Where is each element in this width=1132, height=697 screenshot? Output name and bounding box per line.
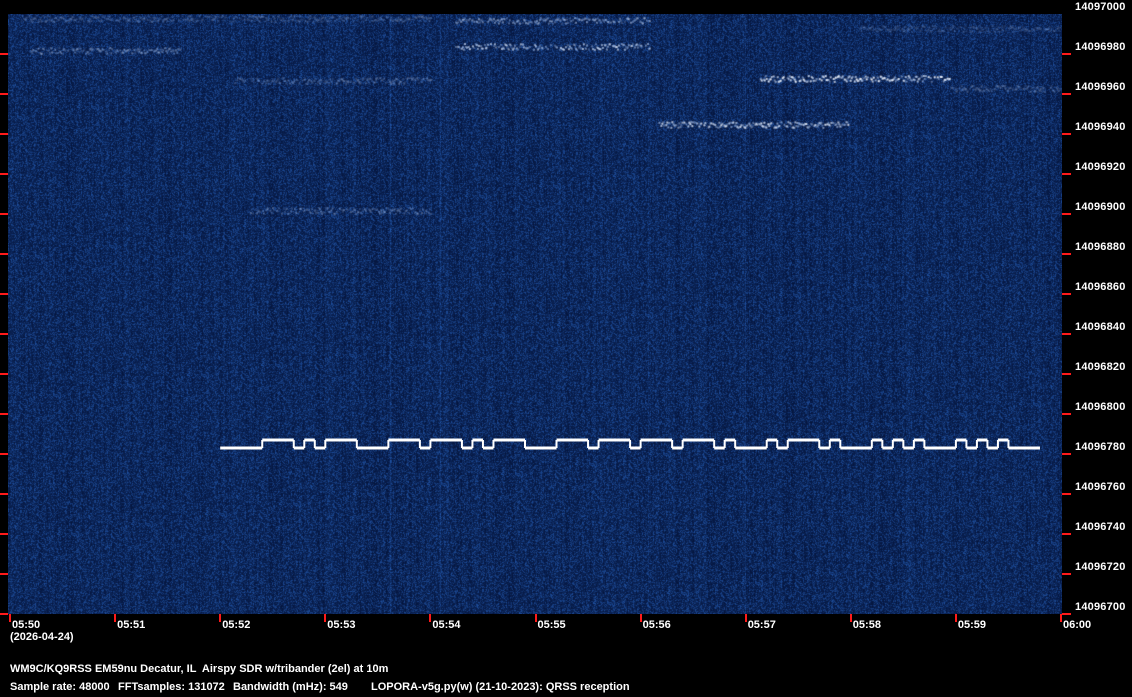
fsk-trace-layer: [220, 438, 1040, 450]
y-tick-label: 14096840: [1075, 321, 1126, 333]
y-tick-mark: [0, 373, 8, 375]
y-tick-label: 14096980: [1075, 41, 1126, 53]
y-tick-mark: [1062, 93, 1071, 95]
y-tick-mark: [0, 613, 8, 615]
y-tick-label: 14096720: [1075, 561, 1126, 573]
x-tick-label: 05:54: [432, 619, 461, 631]
y-tick-mark: [1062, 613, 1071, 615]
y-tick-mark: [0, 493, 8, 495]
y-tick-mark: [0, 133, 8, 135]
y-tick-mark: [0, 453, 8, 455]
y-tick-label: 14096780: [1075, 441, 1126, 453]
y-tick-mark: [0, 573, 8, 575]
date-label: (2026-04-24): [10, 631, 74, 643]
y-tick-mark: [0, 253, 8, 255]
x-tick-label: 05:55: [537, 619, 566, 631]
x-tick-label: 05:50: [12, 619, 41, 631]
y-tick-mark: [0, 333, 8, 335]
x-tick-label: 05:57: [747, 619, 776, 631]
y-tick-label: 14096960: [1075, 81, 1126, 93]
y-tick-mark: [1062, 333, 1071, 335]
x-tick-label: 05:52: [222, 619, 251, 631]
fft-samples: FFTsamples: 131072: [118, 681, 225, 693]
x-tick-mark: [219, 614, 222, 622]
x-tick-label: 06:00: [1063, 619, 1092, 631]
y-tick-mark: [1062, 453, 1071, 455]
y-tick-label: 14096760: [1075, 481, 1126, 493]
y-tick-mark: [0, 173, 8, 175]
x-tick-mark: [324, 614, 327, 622]
y-tick-mark: [1062, 533, 1071, 535]
y-tick-mark: [0, 93, 8, 95]
y-tick-mark: [0, 533, 8, 535]
y-tick-label: 14096700: [1075, 601, 1126, 613]
y-tick-label: 14096940: [1075, 121, 1126, 133]
x-tick-mark: [954, 614, 957, 622]
y-tick-mark: [0, 413, 8, 415]
x-tick-mark: [849, 614, 852, 622]
y-tick-mark: [1062, 173, 1071, 175]
x-tick-mark: [639, 614, 642, 622]
x-tick-mark: [744, 614, 747, 622]
x-tick-mark: [534, 614, 537, 622]
waterfall-noise: [8, 14, 1062, 614]
sample-rate: Sample rate: 48000: [10, 681, 110, 693]
y-tick-label: 14097000: [1075, 1, 1126, 13]
station-info: WM9C/KQ9RSS EM59nu Decatur, IL Airspy SD…: [10, 663, 389, 675]
y-tick-mark: [1062, 413, 1071, 415]
x-tick-label: 05:56: [642, 619, 671, 631]
bandwidth: Bandwidth (mHz): 549: [233, 681, 348, 693]
y-tick-label: 14096740: [1075, 521, 1126, 533]
y-tick-label: 14096820: [1075, 361, 1126, 373]
x-tick-label: 05:53: [327, 619, 356, 631]
y-tick-mark: [1062, 293, 1071, 295]
y-tick-label: 14096900: [1075, 201, 1126, 213]
y-tick-mark: [1062, 53, 1071, 55]
y-tick-label: 14096860: [1075, 281, 1126, 293]
y-tick-mark: [1062, 253, 1071, 255]
waterfall-plot: [8, 14, 1062, 614]
y-tick-mark: [0, 213, 8, 215]
x-tick-mark: [114, 614, 117, 622]
x-tick-label: 05:59: [957, 619, 987, 631]
x-tick-mark: [9, 614, 11, 622]
y-tick-mark: [1062, 493, 1071, 495]
y-tick-mark: [0, 53, 8, 55]
y-tick-mark: [1062, 573, 1071, 575]
x-tick-label: 05:51: [117, 619, 146, 631]
x-tick-label: 05:58: [852, 619, 881, 631]
x-tick-mark: [1060, 614, 1062, 622]
x-tick-mark: [429, 614, 432, 622]
y-tick-mark: [0, 293, 8, 295]
y-tick-mark: [1062, 373, 1071, 375]
y-tick-mark: [1062, 213, 1071, 215]
y-tick-label: 14096880: [1075, 241, 1126, 253]
y-tick-label: 14096800: [1075, 401, 1126, 413]
software-info: LOPORA-v5g.py(w) (21-10-2023): QRSS rece…: [371, 681, 630, 693]
y-tick-label: 14096920: [1075, 161, 1126, 173]
y-tick-mark: [1062, 133, 1071, 135]
